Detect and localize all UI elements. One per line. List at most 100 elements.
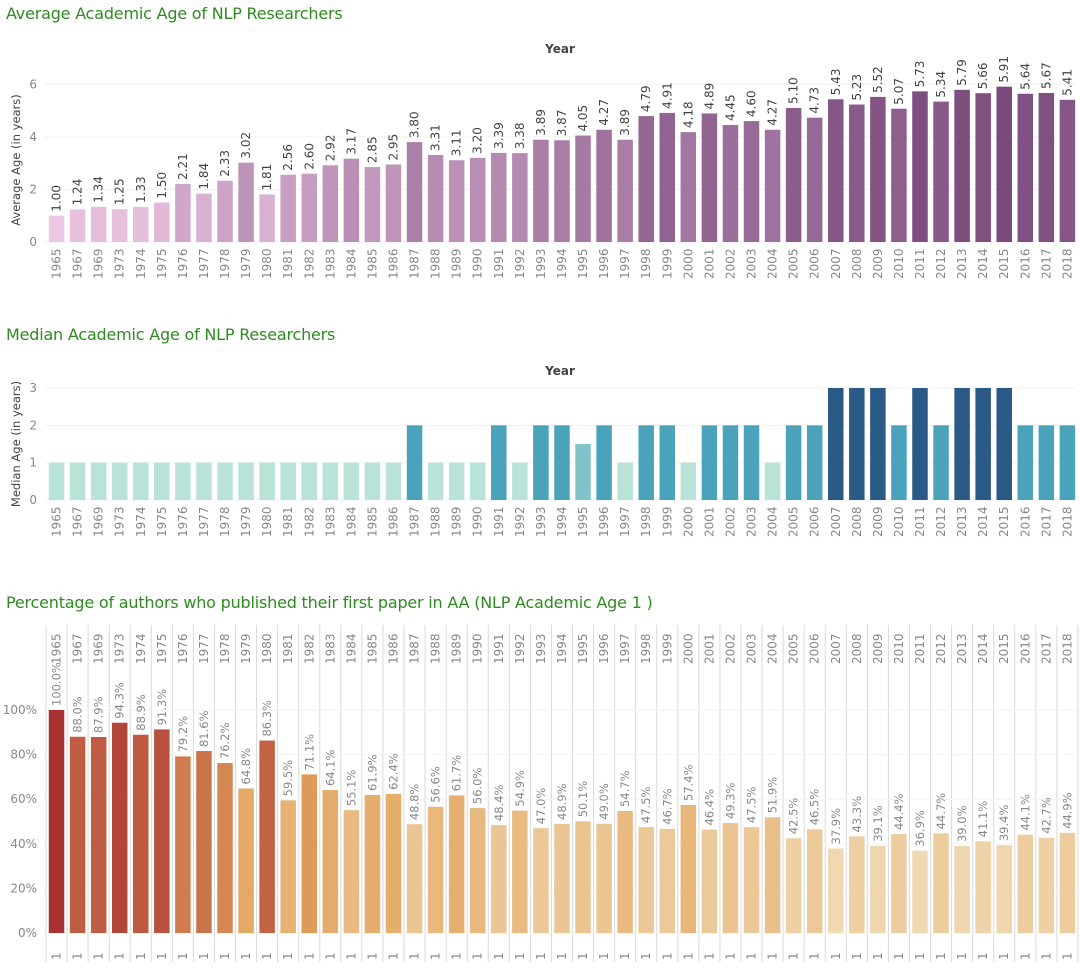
data-label-1986: 2.95 bbox=[386, 134, 400, 161]
bar-2009 bbox=[870, 96, 886, 242]
row-label-academic-age: 1 bbox=[155, 952, 169, 960]
x-tick-label-1973: 1973 bbox=[113, 506, 127, 537]
bar-1969 bbox=[90, 462, 107, 500]
bar-2014 bbox=[975, 388, 991, 500]
bar-2011 bbox=[912, 388, 928, 500]
data-label-1989: 61.7% bbox=[450, 755, 464, 792]
x-tick-label-2017: 2017 bbox=[1039, 248, 1053, 279]
row-label-academic-age: 1 bbox=[176, 952, 190, 960]
year-header: Year bbox=[544, 364, 575, 378]
x-tick-label-2002: 2002 bbox=[723, 248, 737, 279]
row-label-academic-age: 1 bbox=[471, 952, 485, 960]
data-label-2012: 44.7% bbox=[934, 793, 948, 830]
row-label-academic-age: 1 bbox=[281, 952, 295, 960]
chart-title-median-age: Median Academic Age of NLP Researchers bbox=[6, 325, 336, 344]
data-label-2007: 5.43 bbox=[829, 69, 843, 96]
x-tick-label-1994: 1994 bbox=[555, 248, 569, 279]
x-tick-label-2007: 2007 bbox=[829, 248, 843, 279]
bar-2012 bbox=[933, 833, 949, 933]
row-label-academic-age: 1 bbox=[1060, 952, 1074, 960]
x-tick-label-1974: 1974 bbox=[134, 248, 148, 279]
bar-1987 bbox=[406, 824, 423, 933]
bar-1999 bbox=[659, 425, 676, 500]
bar-2008 bbox=[849, 104, 865, 242]
column-header-2003: 2003 bbox=[745, 633, 759, 664]
row-label-academic-age: 1 bbox=[323, 952, 337, 960]
bar-1989 bbox=[448, 462, 465, 500]
x-tick-label-1967: 1967 bbox=[71, 506, 85, 537]
column-header-1999: 1999 bbox=[660, 633, 674, 664]
column-header-2006: 2006 bbox=[808, 633, 822, 664]
bar-1992 bbox=[512, 462, 528, 500]
bar-2011 bbox=[912, 850, 928, 933]
x-tick-label-2012: 2012 bbox=[934, 248, 948, 279]
data-label-2018: 5.41 bbox=[1060, 69, 1074, 96]
bar-1994 bbox=[554, 425, 570, 500]
bar-2014 bbox=[975, 841, 991, 933]
column-header-1980: 1980 bbox=[260, 633, 274, 664]
x-tick-label-1992: 1992 bbox=[513, 248, 527, 279]
column-header-2015: 2015 bbox=[997, 633, 1011, 664]
bar-1974 bbox=[133, 207, 149, 242]
row-label-academic-age: 1 bbox=[513, 952, 527, 960]
column-header-1990: 1990 bbox=[471, 633, 485, 664]
x-tick-label-2005: 2005 bbox=[787, 248, 801, 279]
data-label-1967: 88.0% bbox=[71, 696, 85, 733]
x-tick-label-1981: 1981 bbox=[281, 248, 295, 279]
bar-1983 bbox=[322, 462, 339, 500]
column-header-2012: 2012 bbox=[934, 633, 948, 664]
x-tick-label-2014: 2014 bbox=[976, 248, 990, 279]
column-header-1991: 1991 bbox=[492, 633, 506, 664]
bar-1976 bbox=[175, 756, 191, 933]
bar-1967 bbox=[69, 736, 86, 933]
x-tick-label-1989: 1989 bbox=[450, 248, 464, 279]
bar-1978 bbox=[217, 180, 233, 242]
bar-1980 bbox=[259, 194, 275, 242]
data-label-2005: 42.5% bbox=[787, 798, 801, 835]
x-tick-label-1993: 1993 bbox=[534, 506, 548, 537]
row-label-academic-age: 1 bbox=[492, 952, 506, 960]
data-label-1978: 2.33 bbox=[218, 150, 232, 177]
column-header-2018: 2018 bbox=[1060, 633, 1074, 664]
column-header-1977: 1977 bbox=[197, 633, 211, 664]
x-tick-label-2018: 2018 bbox=[1060, 248, 1074, 279]
data-label-2011: 5.73 bbox=[913, 61, 927, 88]
data-label-2009: 39.1% bbox=[871, 805, 885, 842]
data-label-1998: 47.5% bbox=[639, 786, 653, 823]
bar-2009 bbox=[870, 845, 886, 933]
x-tick-label-1983: 1983 bbox=[323, 248, 337, 279]
bar-1997 bbox=[617, 811, 633, 933]
x-tick-label-1979: 1979 bbox=[239, 248, 253, 279]
bar-2007 bbox=[828, 388, 844, 500]
column-header-1994: 1994 bbox=[555, 633, 569, 664]
bar-2012 bbox=[933, 425, 949, 500]
y-axis-label: Median Age (in years) bbox=[9, 381, 23, 507]
x-tick-label-2007: 2007 bbox=[829, 506, 843, 537]
bar-1973 bbox=[111, 462, 128, 500]
data-label-1986: 62.4% bbox=[386, 753, 400, 790]
data-label-1974: 88.9% bbox=[134, 694, 148, 731]
bar-1969 bbox=[90, 736, 107, 933]
y-tick-label: 6 bbox=[29, 77, 37, 91]
bar-1998 bbox=[638, 116, 654, 242]
bar-2008 bbox=[849, 388, 865, 500]
data-label-2009: 5.52 bbox=[871, 66, 885, 93]
bar-2006 bbox=[806, 829, 823, 933]
x-tick-label-1991: 1991 bbox=[492, 248, 506, 279]
column-header-1981: 1981 bbox=[281, 633, 295, 664]
data-label-1984: 3.17 bbox=[344, 128, 358, 155]
row-label-academic-age: 1 bbox=[365, 952, 379, 960]
y-tick-label: 60% bbox=[10, 792, 37, 806]
data-label-1973: 94.3% bbox=[113, 682, 127, 719]
bar-2013 bbox=[954, 388, 970, 500]
bar-1996 bbox=[596, 823, 612, 933]
x-tick-label-1986: 1986 bbox=[386, 506, 400, 537]
median-age-chart: Year Median Age (in years) 0 1 2 3 1965 1967 196… bbox=[9, 364, 1076, 537]
bar-1976 bbox=[175, 183, 191, 242]
data-label-2005: 5.10 bbox=[787, 77, 801, 104]
bar-2000 bbox=[680, 804, 697, 933]
bar-2001 bbox=[701, 425, 718, 500]
y-tick-label: 0% bbox=[18, 926, 37, 940]
data-label-2010: 44.4% bbox=[892, 793, 906, 830]
bar-1977 bbox=[196, 751, 212, 933]
